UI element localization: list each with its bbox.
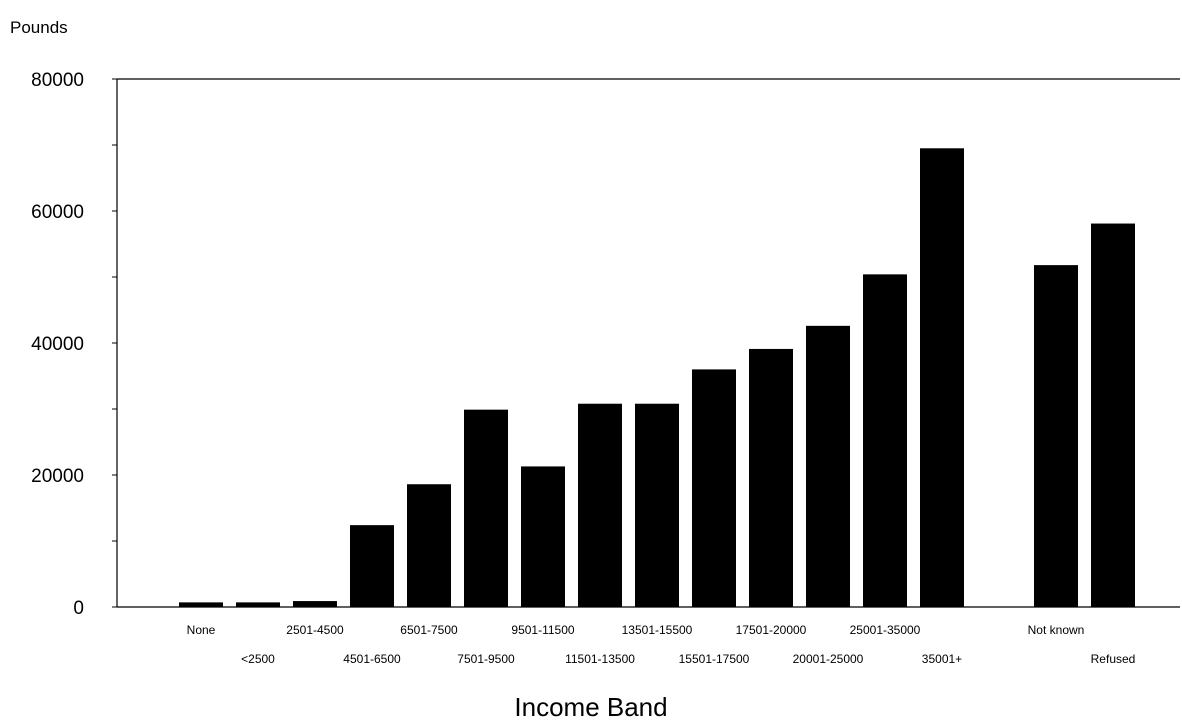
bar-20001-25000	[806, 325, 850, 607]
x-tick-label: None	[187, 623, 216, 637]
x-tick-label: 35001+	[922, 652, 962, 666]
bar-17501-20000	[749, 348, 793, 607]
x-tick-label: Not known	[1028, 623, 1085, 637]
bar-refused	[1091, 223, 1135, 608]
x-tick-label: 9501-11500	[511, 623, 574, 637]
bar-not-known	[1034, 265, 1078, 607]
x-axis-title: Income Band	[514, 692, 668, 722]
bar-2501-4500	[293, 601, 337, 607]
x-tick-label: 13501-15500	[622, 623, 693, 637]
x-tick-label: 4501-6500	[343, 652, 401, 666]
x-tick-label: 11501-13500	[565, 652, 635, 666]
bar-2500	[236, 602, 280, 607]
x-tick-label: 15501-17500	[679, 652, 750, 666]
bar-11501-13500	[578, 403, 622, 607]
x-tick-label: 17501-20000	[736, 623, 807, 637]
y-tick-label: 0	[73, 598, 84, 619]
x-tick-label: Refused	[1091, 652, 1136, 666]
x-tick-label: 20001-25000	[793, 652, 864, 666]
bar-4501-6500	[350, 525, 394, 607]
x-tick-label: 25001-35000	[850, 623, 921, 637]
y-tick-label: 20000	[31, 466, 84, 487]
x-tick-label: 6501-7500	[400, 623, 458, 637]
bar-6501-7500	[407, 484, 451, 607]
bar-13501-15500	[635, 403, 679, 607]
bar-9501-11500	[521, 466, 565, 607]
y-tick-label: 40000	[31, 334, 84, 355]
y-axis-title: Pounds	[10, 18, 68, 37]
bar-25001-35000	[863, 274, 907, 607]
y-tick-label: 60000	[31, 202, 84, 223]
x-tick-label: 7501-9500	[457, 652, 515, 666]
x-tick-label: <2500	[241, 652, 275, 666]
bar-35001	[920, 148, 964, 608]
bar-15501-17500	[692, 369, 736, 607]
bar-none	[179, 602, 223, 607]
x-tick-label: 2501-4500	[286, 623, 344, 637]
y-tick-label: 80000	[31, 70, 84, 91]
bar-7501-9500	[464, 409, 508, 607]
